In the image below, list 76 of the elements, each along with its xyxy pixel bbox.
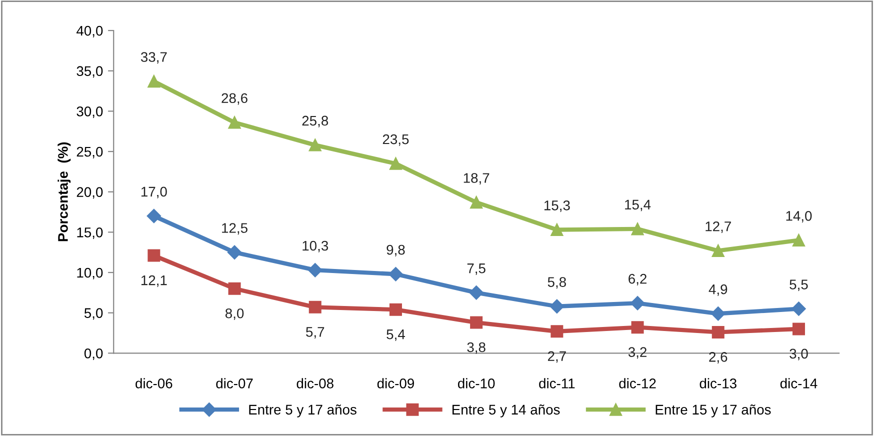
data-label: 25,8 [302, 116, 328, 128]
point [712, 326, 724, 338]
point [792, 322, 805, 336]
data-label: 5,8 [548, 277, 566, 289]
data-label: 15,4 [625, 200, 651, 212]
data-label: 17,0 [141, 186, 167, 198]
point [388, 267, 403, 282]
point [228, 116, 241, 129]
point [148, 75, 160, 88]
data-label: 12,7 [706, 221, 731, 233]
y-tick-label: 5,0 [84, 308, 103, 320]
x-tick-label: dic-06 [136, 378, 172, 388]
legend-label: Entre 15 y 17 años [656, 404, 771, 418]
point [228, 282, 241, 295]
y-tick-label: 15,0 [77, 228, 103, 239]
data-label: 3,0 [790, 348, 808, 360]
legend-label: Entre 5 y 17 años [249, 404, 356, 418]
point [389, 157, 402, 170]
data-label: 3,2 [628, 347, 646, 359]
y-tick-label: 25,0 [76, 146, 103, 158]
y-tick-label: 20,0 [76, 187, 103, 199]
data-label: 2,7 [548, 351, 566, 363]
x-tick-label: dic-10 [458, 378, 495, 388]
point [308, 263, 322, 278]
x-tick-label: dic-09 [377, 378, 414, 388]
data-label: 23,5 [382, 134, 409, 146]
data-label: 5,7 [306, 327, 324, 338]
x-tick-label: dic-08 [296, 378, 334, 388]
data-label: 15,3 [544, 200, 570, 212]
x-tick-label: dic-07 [216, 378, 253, 388]
point [792, 234, 805, 246]
x-tick-label: dic-11 [539, 378, 575, 388]
data-label: 8,0 [225, 308, 244, 320]
y-tick-label: 10,0 [77, 268, 103, 280]
point [630, 296, 645, 310]
point [792, 302, 806, 316]
data-label: 33,7 [140, 52, 167, 64]
data-label: 2,6 [709, 352, 728, 364]
data-label: 7,5 [467, 264, 486, 275]
data-label: 5,4 [386, 330, 405, 341]
data-label: 18,7 [464, 173, 490, 185]
data-label: 5,5 [790, 280, 808, 292]
point [631, 321, 644, 334]
y-tick-label: 40,0 [76, 26, 103, 38]
point [550, 299, 564, 314]
data-label: 4,9 [708, 284, 728, 296]
point [711, 306, 726, 321]
point [308, 300, 322, 314]
y-tick-label: 30,0 [76, 106, 103, 118]
point [469, 286, 484, 300]
point [308, 138, 322, 152]
y-tick-label: 35,0 [76, 66, 103, 78]
point [470, 196, 483, 209]
x-tick-label: dic-14 [780, 378, 818, 388]
x-tick-label: dic-13 [700, 378, 736, 388]
legend-label: Entre 5 y 14 años [452, 404, 560, 418]
data-label: 9,8 [386, 244, 405, 256]
data-label: 12,5 [222, 223, 248, 235]
point [550, 224, 564, 236]
data-label: 14,0 [786, 210, 812, 222]
data-label: 28,6 [222, 93, 248, 105]
data-label: 6,2 [628, 274, 646, 286]
point [712, 244, 724, 257]
point [631, 222, 644, 236]
point [389, 303, 402, 316]
y-axis-title: Porcentaje (%) [58, 142, 71, 242]
x-tick-label: dic-12 [619, 378, 656, 388]
point [550, 325, 564, 338]
point [146, 208, 161, 224]
data-label: 12,1 [141, 275, 167, 287]
y-tick-label: 0,0 [84, 348, 103, 360]
point [227, 245, 242, 260]
data-label: 3,8 [467, 342, 486, 354]
point [470, 316, 483, 329]
data-label: 10,3 [302, 240, 328, 252]
point [148, 249, 160, 262]
